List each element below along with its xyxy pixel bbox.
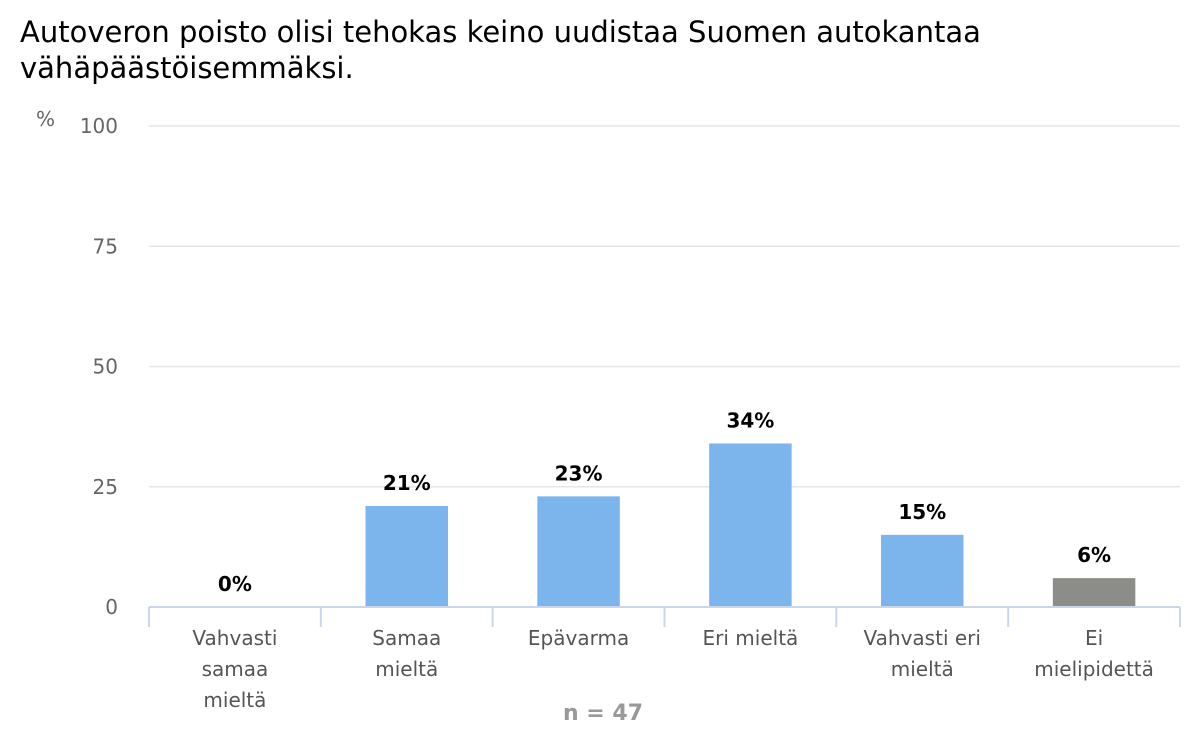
x-category-label-line: Ei (1085, 626, 1103, 650)
x-category-label-line: samaa (202, 657, 269, 681)
chart-title: Autoveron poisto olisi tehokas keino uud… (20, 15, 981, 85)
bar (1052, 578, 1136, 607)
y-axis-unit-label: % (36, 107, 55, 131)
bar (365, 505, 448, 607)
x-category-label-line: mieltä (891, 657, 954, 681)
y-tick-label: 100 (80, 114, 118, 138)
x-category-label-line: Epävarma (528, 626, 629, 650)
bars (365, 443, 1136, 607)
data-label: 34% (726, 408, 774, 432)
y-tick-label: 0 (105, 595, 118, 619)
x-category-label: Ei mielipidettä (1034, 626, 1154, 681)
data-label: 0% (218, 572, 252, 596)
data-labels: 0% 21% 23% 34% 15% 6% (218, 408, 1111, 596)
x-category-label: Eri mieltä (703, 626, 799, 650)
bar (709, 443, 792, 607)
x-category-label-line: mielipidettä (1034, 657, 1154, 681)
x-category-label-line: mieltä (203, 688, 266, 712)
y-tick-label: 50 (93, 355, 118, 379)
x-category-label: Vahvasti eri mieltä (864, 626, 981, 681)
x-category-label-line: Vahvasti (192, 626, 277, 650)
x-category-label: Vahvasti samaa mieltä (192, 626, 277, 712)
data-label: 15% (898, 500, 946, 524)
x-category-label-line: mieltä (375, 657, 438, 681)
bar (881, 534, 964, 607)
x-category-label-line: Samaa (372, 626, 441, 650)
x-axis: Vahvasti samaa mieltä Samaa mieltä Epävarma Er… (148, 606, 1181, 712)
y-tick-label: 25 (93, 475, 118, 499)
data-label: 21% (383, 471, 431, 495)
data-label: 6% (1077, 543, 1111, 567)
data-label: 23% (555, 461, 603, 485)
y-axis: % 0 25 50 75 100 (36, 107, 118, 619)
sample-size-note: n = 47 (563, 701, 643, 726)
x-category-label-line: Eri mieltä (703, 626, 799, 650)
x-category-label: Samaa mieltä (372, 626, 441, 681)
bar (537, 496, 620, 607)
x-category-label: Epävarma (528, 626, 629, 650)
y-tick-label: 75 (93, 234, 118, 258)
grid-lines (149, 125, 1180, 488)
x-category-label-line: Vahvasti eri (864, 626, 981, 650)
